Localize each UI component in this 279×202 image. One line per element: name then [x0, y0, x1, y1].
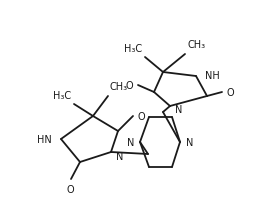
- Text: N: N: [127, 137, 134, 147]
- Text: NH: NH: [205, 71, 220, 81]
- Text: O: O: [66, 184, 74, 194]
- Text: CH₃: CH₃: [188, 40, 206, 50]
- Text: HN: HN: [37, 134, 52, 144]
- Text: N: N: [186, 137, 193, 147]
- Text: O: O: [227, 87, 235, 98]
- Text: O: O: [138, 112, 146, 121]
- Text: H₃C: H₃C: [53, 90, 71, 101]
- Text: N: N: [116, 151, 123, 161]
- Text: O: O: [125, 81, 133, 90]
- Text: CH₃: CH₃: [110, 82, 128, 92]
- Text: H₃C: H₃C: [124, 44, 142, 54]
- Text: N: N: [175, 104, 182, 115]
